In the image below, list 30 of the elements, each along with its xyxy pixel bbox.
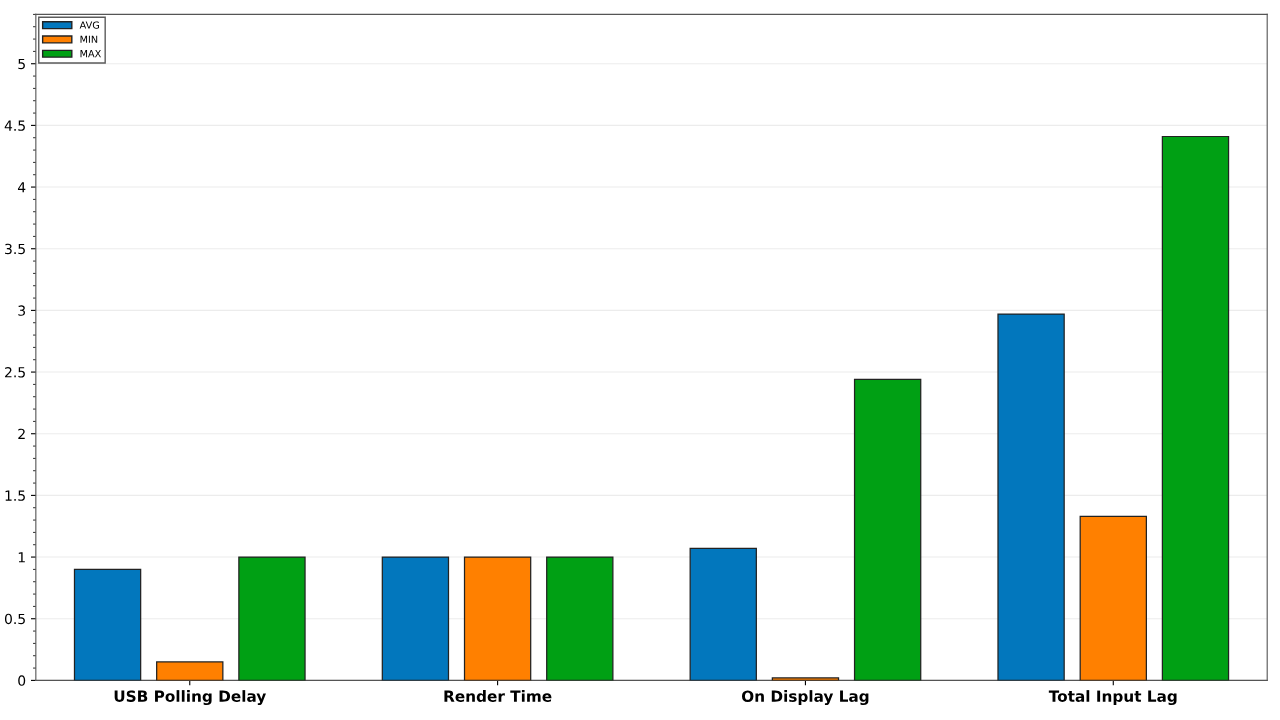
bar — [853, 378, 922, 681]
y-tick-label: 0 — [18, 675, 26, 686]
y-tick-label: 1.5 — [5, 490, 25, 501]
bar — [238, 556, 306, 681]
x-tick-label: Render Time — [444, 690, 552, 702]
bar — [771, 677, 840, 681]
bar — [689, 547, 757, 681]
y-tick-label: 2 — [18, 428, 25, 440]
legend-label: AVG — [79, 21, 100, 29]
bar — [381, 556, 450, 681]
y-tick-label: 1 — [18, 552, 25, 563]
bar — [156, 661, 224, 681]
legend-label: MAX — [80, 50, 101, 58]
y-tick-label: 3.5 — [5, 243, 25, 255]
bar — [1161, 135, 1230, 681]
bar — [73, 568, 142, 681]
y-tick-label: 3 — [18, 305, 25, 316]
bar — [997, 313, 1065, 681]
y-tick-label: 4 — [17, 182, 26, 193]
bar — [1079, 515, 1147, 681]
x-tick-label: USB Polling Delay — [114, 690, 266, 706]
bar — [546, 556, 614, 681]
y-tick-label: 4.5 — [4, 120, 25, 131]
bar — [463, 556, 532, 681]
y-tick-label: 0.5 — [4, 613, 25, 625]
legend-label: MIN — [80, 35, 98, 43]
x-tick-label: On Display Lag — [741, 690, 869, 706]
x-tick-label: Total Input Lag — [1048, 690, 1177, 706]
y-tick-label: 5 — [18, 58, 25, 70]
y-tick-label: 2.5 — [5, 367, 25, 378]
